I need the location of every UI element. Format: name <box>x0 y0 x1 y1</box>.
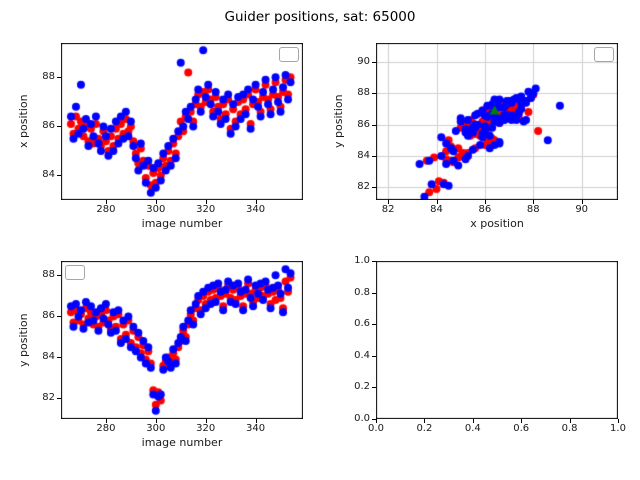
x-tick-label: 320 <box>196 204 216 215</box>
y-tick-label: 0.2 <box>354 381 370 393</box>
x-tick-mark <box>205 200 207 204</box>
legend-box <box>594 47 614 62</box>
x-tick-mark <box>521 419 523 423</box>
y-tick-label: 88 <box>42 269 55 281</box>
y-tick-mark <box>372 324 376 326</box>
plot-canvas <box>376 43 618 200</box>
x-tick-label: 300 <box>146 423 166 434</box>
x-tick-label: 90 <box>575 204 589 215</box>
legend-box <box>65 265 85 280</box>
x-tick-mark <box>388 200 390 204</box>
y-tick-mark <box>372 156 376 158</box>
subplot-y-position-vs-x-position: y position x position 82 84 86 88 90 82 84 86 88… <box>332 43 618 230</box>
x-tick-label: 0.6 <box>513 423 530 434</box>
y-tick-mark <box>372 292 376 294</box>
legend-box <box>279 47 299 62</box>
y-tick-mark <box>57 175 61 177</box>
x-tick-label: 86 <box>478 204 492 215</box>
y-tick-label: 84 <box>42 169 55 181</box>
x-tick-mark <box>484 200 486 204</box>
y-tick-mark <box>372 93 376 95</box>
x-tick-label: 88 <box>526 204 540 215</box>
x-tick-mark <box>424 419 426 423</box>
subplot-empty: 0.0 0.2 0.4 0.6 0.8 1.0 0.0 0.2 0.4 0.6 0.8 1.0 <box>354 255 626 434</box>
y-tick-mark <box>57 275 61 277</box>
x-tick-mark <box>618 419 619 423</box>
subplot-y-position-vs-image-number: y position image number 280 300 320 340 82 84… <box>17 261 303 449</box>
x-tick-mark <box>255 200 257 204</box>
x-axis-label: image number <box>141 436 223 449</box>
x-tick-mark <box>155 419 157 423</box>
x-tick-mark <box>155 200 157 204</box>
y-tick-mark <box>372 355 376 357</box>
y-tick-label: 86 <box>42 120 55 132</box>
y-axis-label: x position <box>17 94 30 149</box>
subplot-x-position-vs-image-number: x position image number 280 300 320 340 84 86… <box>17 43 303 230</box>
y-tick-mark <box>57 398 61 400</box>
plot-canvas <box>376 261 618 419</box>
x-tick-mark <box>472 419 474 423</box>
y-tick-label: 0.4 <box>354 349 370 361</box>
x-tick-mark <box>436 200 438 204</box>
y-tick-mark <box>372 261 376 262</box>
x-tick-mark <box>376 419 377 423</box>
y-tick-label: 0.8 <box>354 286 370 298</box>
y-tick-label: 86 <box>357 118 370 130</box>
y-axis-label: y position <box>17 313 30 367</box>
y-tick-mark <box>372 419 376 420</box>
y-axis-label: y position <box>332 94 345 149</box>
x-tick-label: 280 <box>96 423 116 434</box>
y-tick-label: 84 <box>42 351 55 363</box>
plot-canvas <box>61 261 303 419</box>
plot-canvas <box>61 43 303 200</box>
y-tick-mark <box>372 187 376 189</box>
x-tick-label: 0.4 <box>464 423 481 434</box>
y-tick-mark <box>57 77 61 79</box>
x-tick-label: 300 <box>146 204 166 215</box>
x-tick-mark <box>105 419 107 423</box>
y-tick-label: 0.6 <box>354 318 370 330</box>
x-tick-label: 320 <box>196 423 216 434</box>
y-tick-label: 90 <box>357 55 370 67</box>
y-tick-label: 82 <box>357 181 370 193</box>
x-tick-mark <box>205 419 207 423</box>
x-tick-mark <box>255 419 257 423</box>
y-tick-mark <box>57 126 61 128</box>
y-tick-mark <box>372 61 376 63</box>
y-tick-mark <box>372 387 376 389</box>
x-tick-mark <box>533 200 535 204</box>
x-tick-label: 340 <box>246 423 266 434</box>
y-tick-label: 86 <box>42 310 55 322</box>
x-axis-label: image number <box>141 217 223 230</box>
y-tick-mark <box>372 124 376 126</box>
x-tick-label: 0.8 <box>561 423 578 434</box>
y-tick-label: 88 <box>357 87 370 99</box>
x-tick-label: 340 <box>246 204 266 215</box>
x-tick-label: 1.0 <box>610 423 626 434</box>
y-tick-mark <box>57 316 61 318</box>
y-tick-mark <box>57 357 61 359</box>
y-tick-label: 0.0 <box>354 412 370 424</box>
x-tick-label: 82 <box>381 204 395 215</box>
y-tick-label: 1.0 <box>354 254 370 266</box>
x-tick-label: 0.0 <box>368 423 384 434</box>
y-tick-label: 84 <box>357 149 370 161</box>
figure-title: Guider positions, sat: 65000 <box>224 9 416 25</box>
x-axis-label: x position <box>470 217 524 230</box>
x-tick-label: 0.2 <box>416 423 433 434</box>
x-tick-mark <box>105 200 107 204</box>
y-tick-label: 82 <box>42 392 55 404</box>
x-tick-label: 84 <box>430 204 443 215</box>
y-tick-label: 88 <box>42 71 55 83</box>
x-tick-label: 280 <box>96 204 116 215</box>
x-tick-mark <box>581 200 583 204</box>
x-tick-mark <box>569 419 571 423</box>
